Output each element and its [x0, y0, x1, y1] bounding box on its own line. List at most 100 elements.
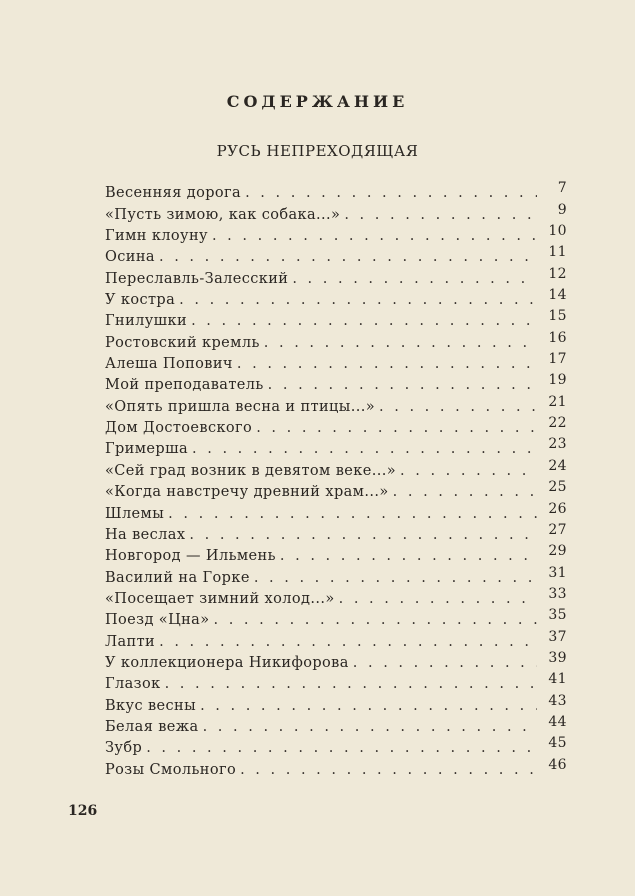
dot-leader: [192, 441, 537, 457]
dot-leader: [240, 762, 537, 778]
entry-page: 14: [548, 287, 567, 304]
entry-title: Шлемы: [105, 505, 165, 522]
entry-page: 39: [548, 649, 567, 666]
dot-leader: [245, 185, 537, 201]
entry-title: Мой преподаватель: [105, 377, 264, 394]
entry-page: 46: [548, 756, 567, 773]
entry-title: Гримерша: [105, 441, 189, 458]
dot-leader: [203, 719, 537, 735]
toc-entry: Мой преподаватель 19: [105, 372, 567, 393]
entry-title: Глазок: [105, 676, 161, 693]
entry-page: 31: [548, 564, 567, 581]
entry-title: Осина: [105, 249, 155, 266]
entry-page: 7: [557, 180, 567, 197]
entry-title: «Пусть зимою, как собака...»: [105, 206, 341, 223]
dot-leader: [189, 527, 537, 543]
toc-entry: «Пусть зимою, как собака...» 9: [105, 201, 567, 223]
entry-title: «Сей град возник в девятом веке...»: [105, 462, 397, 479]
dot-leader: [264, 335, 537, 351]
toc-entry: Гимн клоуну 10: [105, 223, 567, 244]
entry-page: 19: [548, 372, 567, 389]
dot-leader: [179, 292, 537, 308]
entry-title: Ростовский кремль: [105, 334, 260, 351]
dot-leader: [280, 548, 537, 564]
toc-entry: Гнилушки 15: [105, 308, 567, 329]
entry-page: 23: [548, 436, 567, 453]
entry-page: 15: [548, 308, 567, 325]
entry-title: Новгород — Ильмень: [105, 548, 276, 565]
entry-title: У коллекционера Никифорова: [105, 654, 349, 671]
entry-page: 43: [548, 692, 567, 709]
toc-entry: «Опять пришла весна и птицы...» 21: [105, 393, 567, 415]
entry-page: 44: [548, 713, 567, 730]
dot-leader: [214, 612, 538, 628]
entry-page: 26: [548, 500, 567, 517]
toc-entry: Новгород — Ильмень 29: [105, 543, 567, 564]
entry-page: 24: [548, 457, 567, 474]
entry-title: «Когда навстречу древний храм...»: [105, 484, 389, 501]
entry-title: Дом Достоевского: [105, 420, 253, 437]
entry-page: 12: [548, 265, 567, 282]
dot-leader: [200, 698, 537, 714]
entry-title: Розы Смольного: [105, 761, 237, 778]
toc-entry: Переславль-Залесский 12: [105, 265, 567, 287]
dot-leader: [268, 377, 537, 393]
entry-page: 45: [548, 735, 567, 752]
entry-page: 41: [548, 671, 567, 688]
entry-title: Переславль-Залесский: [105, 270, 289, 287]
toc-entry: У коллекционера Никифорова 39: [105, 650, 567, 671]
toc-entry: Глазок 41: [105, 671, 567, 692]
entry-title: «Посещает зимний холод...»: [105, 590, 335, 607]
entry-title: Поезд «Цна»: [105, 612, 210, 629]
toc-entry: Гримерша 23: [105, 436, 567, 457]
toc-entry: Зубр 45: [105, 735, 567, 756]
entry-page: 16: [548, 329, 567, 346]
toc-entry: Ростовский кремль 16: [105, 329, 567, 351]
entry-title: У костра: [105, 292, 176, 309]
toc-entry: Поезд «Цна» 35: [105, 607, 567, 628]
toc-entry: Весенняя дорога 7: [105, 180, 567, 201]
page-title: СОДЕРЖАНИЕ: [226, 92, 409, 111]
page-number: 126: [68, 803, 98, 819]
toc-entry: Василий на Горке 31: [105, 564, 567, 586]
dot-leader: [159, 634, 537, 650]
entry-title: Василий на Горке: [105, 569, 250, 586]
dot-leader: [159, 249, 537, 265]
entry-title: Белая вежа: [105, 718, 199, 735]
entry-title: Алеша Попович: [105, 356, 233, 373]
entry-title: Зубр: [105, 740, 143, 757]
entry-page: 33: [548, 585, 567, 602]
dot-leader: [146, 740, 537, 756]
dot-leader: [212, 228, 537, 244]
dot-leader: [168, 506, 537, 522]
dot-leader: [344, 207, 537, 223]
dot-leader: [237, 356, 537, 372]
section-title: РУСЬ НЕПРЕХОДЯЩАЯ: [216, 142, 419, 160]
toc-entry: Розы Смольного 46: [105, 756, 567, 778]
entry-page: 25: [548, 479, 567, 496]
dot-leader: [393, 484, 537, 500]
toc-entry: У костра 14: [105, 287, 567, 308]
entry-title: Гнилушки: [105, 313, 188, 330]
entry-page: 21: [548, 393, 567, 410]
entry-page: 17: [548, 351, 567, 368]
dot-leader: [191, 313, 537, 329]
entry-page: 10: [548, 223, 567, 240]
entry-page: 29: [548, 543, 567, 560]
table-of-contents: Весенняя дорога 7 «Пусть зимою, как собака…: [105, 180, 567, 778]
entry-page: 22: [548, 415, 567, 432]
toc-entry: Лапти 37: [105, 628, 567, 650]
entry-page: 27: [548, 521, 567, 538]
toc-entry: На веслах 27: [105, 522, 567, 543]
toc-entry: Алеша Попович 17: [105, 351, 567, 372]
toc-entry: Шлемы 26: [105, 500, 567, 522]
dot-leader: [165, 676, 537, 692]
entry-title: Вкус весны: [105, 697, 197, 714]
entry-title: Лапти: [105, 633, 156, 650]
toc-entry: Дом Достоевского 22: [105, 415, 567, 436]
entry-page: 11: [548, 244, 567, 261]
toc-entry: Вкус весны 43: [105, 692, 567, 714]
entry-title: На веслах: [105, 526, 186, 543]
toc-entry: Осина 11: [105, 244, 567, 265]
dot-leader: [400, 463, 537, 479]
